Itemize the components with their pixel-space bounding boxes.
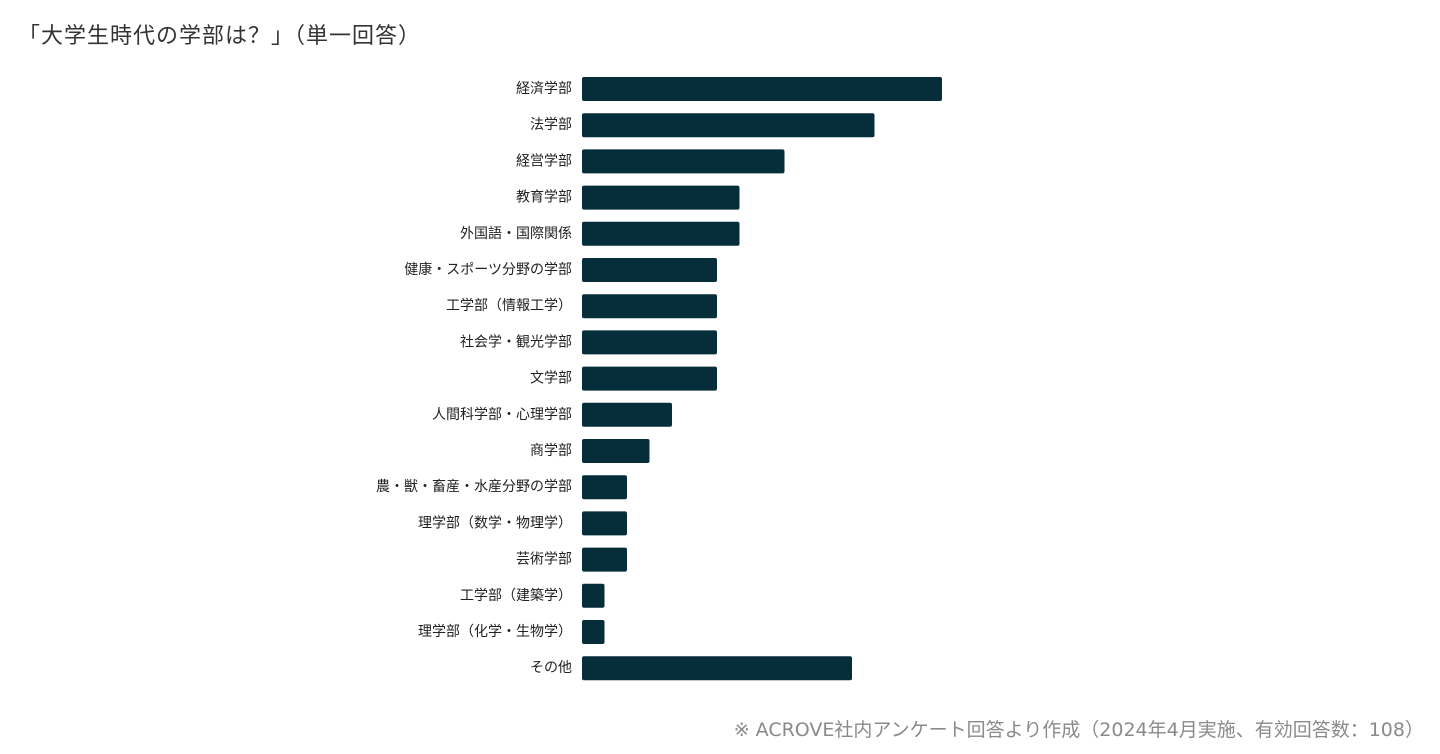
category-label: 商学部	[530, 443, 572, 459]
category-label: 工学部（建築学）	[460, 588, 572, 604]
category-label: 芸術学部	[516, 552, 572, 568]
category-label: その他	[530, 660, 572, 676]
bar	[582, 475, 627, 500]
category-label: 経営学部	[516, 153, 572, 169]
chart-title: 「大学生時代の学部は？」（単一回答）	[18, 24, 422, 49]
bar	[582, 113, 875, 138]
bar	[582, 77, 942, 101]
category-label: 社会学・観光学部	[460, 333, 572, 350]
category-label: 健康・スポーツ分野の学部	[404, 261, 572, 278]
source-note: ※ ACROVE社内アンケート回答より作成（2024年4月実施、有効回答数：10…	[733, 719, 1424, 741]
category-label: 経済学部	[516, 81, 572, 97]
category-label: 農・獣・畜産・水産分野の学部	[376, 479, 572, 495]
bar	[582, 656, 852, 681]
bar	[582, 511, 627, 536]
category-label: 工学部（情報工学）	[446, 298, 572, 314]
category-label: 外国語・国際関係	[460, 226, 572, 242]
category-label: 理学部（化学・生物学）	[418, 624, 572, 640]
category-label: 人間科学部・心理学部	[432, 407, 572, 423]
bar	[582, 402, 672, 427]
bar	[582, 620, 605, 644]
category-label: 法学部	[530, 117, 572, 133]
bar	[582, 439, 650, 463]
bar	[582, 294, 717, 319]
bar	[582, 185, 740, 210]
category-label: 教育学部	[516, 190, 572, 206]
bar	[582, 366, 717, 391]
bar	[582, 149, 785, 174]
category-label: 理学部（数学・物理学）	[418, 515, 572, 531]
bar	[582, 221, 740, 246]
category-label: 文学部	[530, 371, 572, 387]
bar	[582, 258, 717, 282]
bar	[582, 330, 717, 355]
bar	[582, 547, 627, 572]
bar	[582, 583, 605, 608]
